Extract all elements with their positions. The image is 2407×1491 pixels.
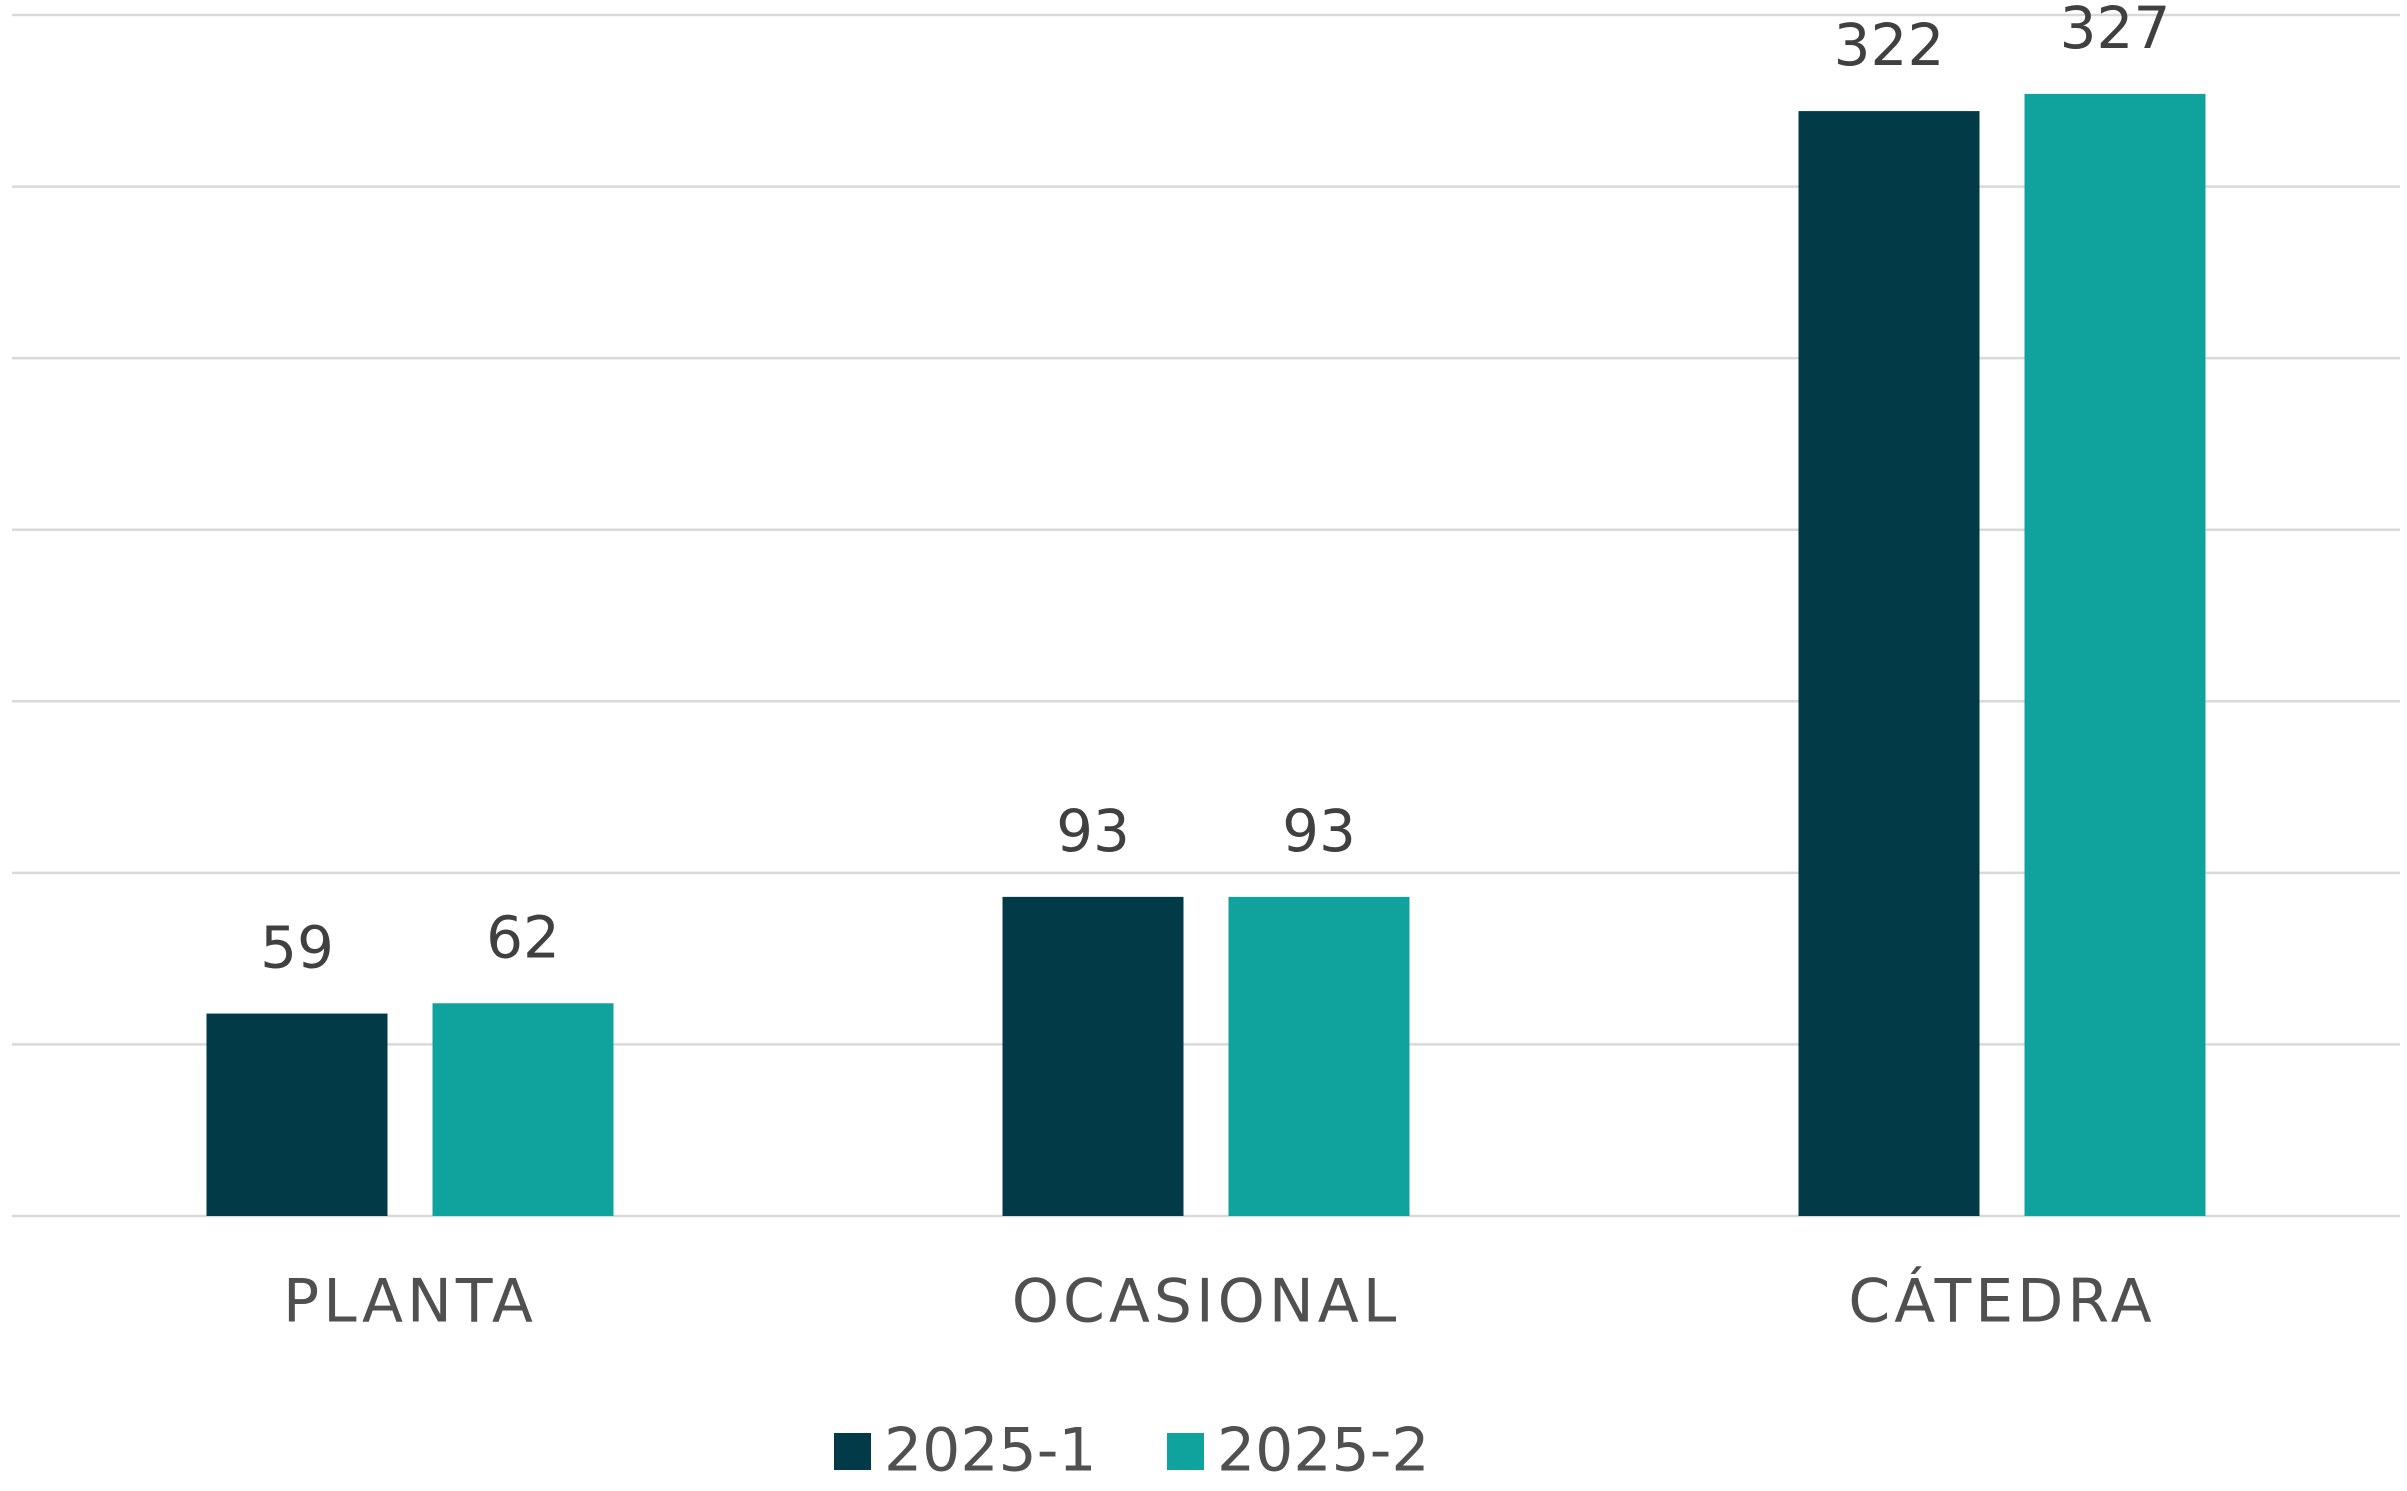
bar bbox=[1798, 111, 1980, 1217]
data-label: 327 bbox=[2060, 0, 2171, 62]
legend-swatch bbox=[834, 1433, 871, 1470]
x-tick-label: CÁTEDRA bbox=[1848, 1266, 2155, 1337]
data-label: 59 bbox=[260, 914, 334, 982]
bar bbox=[1228, 896, 1410, 1216]
legend-label: 2025-2 bbox=[1217, 1416, 1430, 1486]
data-label: 93 bbox=[1282, 797, 1356, 865]
bar bbox=[1002, 896, 1184, 1216]
bar bbox=[432, 1003, 614, 1216]
bar bbox=[2024, 93, 2206, 1217]
x-tick-label: PLANTA bbox=[283, 1267, 537, 1337]
data-label: 322 bbox=[1834, 11, 1945, 79]
x-tick-label: OCASIONAL bbox=[1012, 1267, 1401, 1337]
data-label: 62 bbox=[486, 903, 560, 971]
bar bbox=[206, 1013, 388, 1216]
data-label: 93 bbox=[1056, 797, 1130, 865]
legend-swatch bbox=[1167, 1433, 1204, 1470]
legend-label: 2025-1 bbox=[884, 1416, 1097, 1486]
